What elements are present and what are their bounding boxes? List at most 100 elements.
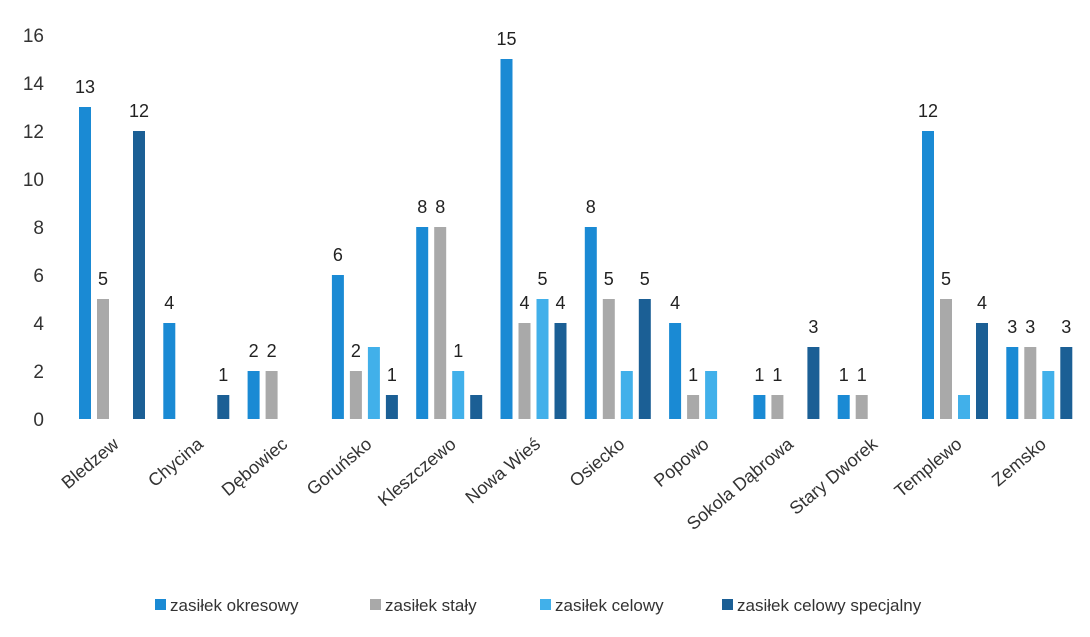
data-label: 3: [808, 317, 818, 337]
bar: [1024, 347, 1037, 419]
bar: [385, 395, 398, 419]
x-category-label: Chycina: [144, 433, 207, 491]
bar: [97, 299, 109, 419]
bar: [922, 131, 934, 419]
bar: [331, 275, 344, 419]
legend-label: zasiłek stały: [385, 596, 477, 615]
bar: [753, 395, 766, 419]
data-label: 8: [586, 197, 596, 217]
bars-group: [79, 59, 1073, 419]
data-label: 4: [519, 293, 529, 313]
bar: [452, 371, 465, 419]
data-label: 3: [1061, 317, 1071, 337]
bar: [163, 323, 176, 419]
legend-swatch: [540, 599, 551, 610]
data-label: 2: [351, 341, 361, 361]
bar: [367, 347, 380, 419]
data-label: 5: [537, 269, 547, 289]
y-tick-label: 0: [33, 410, 44, 431]
data-label: 3: [1025, 317, 1035, 337]
x-category-label: Goruńsko: [303, 434, 376, 499]
legend-swatch: [155, 599, 166, 610]
bar: [349, 371, 362, 419]
bar: [133, 131, 145, 419]
data-label: 1: [857, 365, 867, 385]
bar: [554, 323, 567, 419]
x-axis-category-labels: Bledzew Chycina Dębowiec GoruńskoKleszczewo…: [58, 433, 1050, 534]
bar: [416, 227, 429, 419]
bar: [584, 227, 597, 419]
bar: [976, 323, 988, 419]
x-category-label: Kleszczewo: [374, 434, 460, 510]
y-tick-label: 16: [23, 26, 44, 47]
legend-label: zasiłek celowy specjalny: [737, 596, 922, 615]
y-tick-label: 10: [23, 170, 44, 191]
data-label: 1: [387, 365, 397, 385]
data-label: 1: [754, 365, 764, 385]
bar: [434, 227, 447, 419]
x-category-label: Nowa Wieś: [461, 434, 544, 508]
y-tick-label: 4: [33, 314, 44, 335]
legend-swatch: [370, 599, 381, 610]
bar: [620, 371, 633, 419]
data-label: 5: [640, 269, 650, 289]
x-category-label: Dębowiec: [218, 434, 291, 500]
legend-label: zasiłek okresowy: [170, 596, 299, 615]
bar: [837, 395, 850, 419]
data-label: 8: [435, 197, 445, 217]
x-category-label: Popowo: [650, 434, 713, 491]
data-label: 4: [164, 293, 174, 313]
bar: [855, 395, 868, 419]
data-label: 13: [75, 77, 95, 97]
data-label: 1: [772, 365, 782, 385]
data-label: 5: [98, 269, 108, 289]
data-label: 6: [333, 245, 343, 265]
data-label: 8: [417, 197, 427, 217]
bar: [958, 395, 970, 419]
data-label: 12: [129, 101, 149, 121]
data-label: 4: [670, 293, 680, 313]
y-axis-ticks: 0 2 4 6 8 10 12 14 16: [23, 26, 45, 431]
bar: [940, 299, 952, 419]
bar: [1042, 371, 1055, 419]
bar: [807, 347, 820, 419]
bar: [602, 299, 615, 419]
bar: [1060, 347, 1073, 419]
data-label: 1: [839, 365, 849, 385]
bar: [470, 395, 483, 419]
data-label: 4: [977, 293, 987, 313]
bar: [638, 299, 651, 419]
bar: [217, 395, 230, 419]
bar: [247, 371, 260, 419]
data-label: 1: [688, 365, 698, 385]
bar: [669, 323, 682, 419]
legend: zasiłek okresowy zasiłek stały zasiłek cel…: [155, 596, 922, 615]
bar: [687, 395, 700, 419]
bar: [500, 59, 513, 419]
bar: [79, 107, 91, 419]
legend-swatch: [722, 599, 733, 610]
x-category-label: Stary Dworek: [786, 433, 882, 518]
bar: [518, 323, 531, 419]
legend-label: zasiłek celowy: [555, 596, 664, 615]
y-tick-label: 14: [23, 74, 45, 95]
y-tick-label: 2: [33, 362, 44, 383]
data-label: 1: [218, 365, 228, 385]
data-label: 5: [941, 269, 951, 289]
bar: [265, 371, 278, 419]
bar: [536, 299, 549, 419]
data-label: 12: [918, 101, 938, 121]
data-label: 2: [267, 341, 277, 361]
x-category-label: Osiecko: [566, 434, 629, 491]
bar: [705, 371, 718, 419]
y-tick-label: 6: [33, 266, 44, 287]
bar: [771, 395, 784, 419]
data-label: 3: [1007, 317, 1017, 337]
data-label: 4: [555, 293, 565, 313]
data-label: 2: [249, 341, 259, 361]
x-category-label: Zemsko: [988, 434, 1050, 490]
data-label: 1: [453, 341, 463, 361]
data-label: 5: [604, 269, 614, 289]
